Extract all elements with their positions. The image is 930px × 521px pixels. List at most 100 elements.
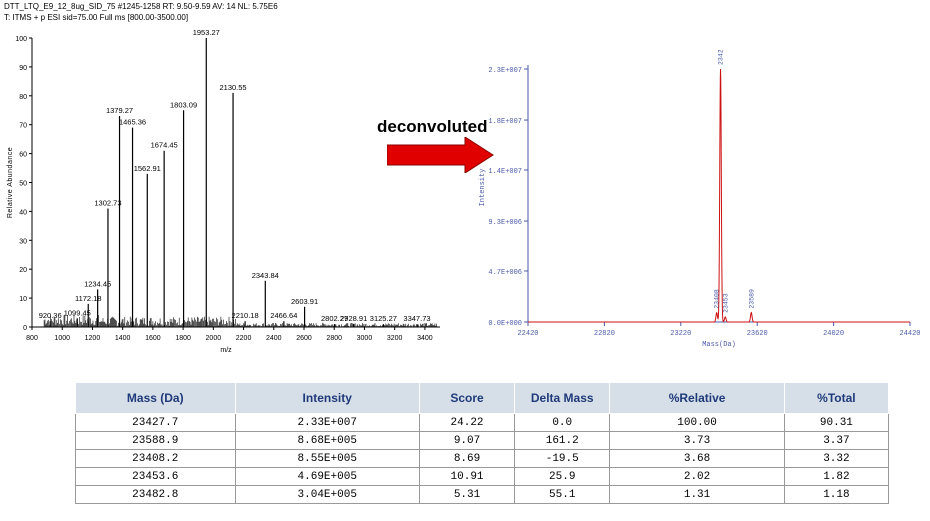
x-tick-label: 22820 bbox=[594, 330, 615, 338]
table-row: 23427.7 2.33E+007 24.22 0.0 100.00 90.31 bbox=[75, 413, 890, 432]
y-tick-label: 80 bbox=[19, 94, 27, 101]
x-tick-label: 2600 bbox=[296, 335, 312, 342]
x-tick-label: 3400 bbox=[417, 335, 433, 342]
peak-label: 1562.91 bbox=[134, 164, 161, 173]
x-tick-label: 1200 bbox=[85, 335, 101, 342]
table-cell: 55.1 bbox=[514, 485, 611, 504]
x-tick-label: 1800 bbox=[175, 335, 191, 342]
column-header: Score bbox=[418, 382, 516, 414]
x-tick-label: 24020 bbox=[823, 330, 844, 338]
y-tick-label: 70 bbox=[19, 123, 27, 130]
table-cell: 24.22 bbox=[418, 413, 516, 432]
peak-label: 2603.91 bbox=[291, 297, 318, 306]
y-tick-label: 9.3E+006 bbox=[488, 219, 522, 227]
x-tick-label: 2400 bbox=[266, 335, 282, 342]
x-tick-label: 800 bbox=[26, 335, 38, 342]
x-tick-label: 23620 bbox=[747, 330, 768, 338]
x-axis-label: Mass(Da) bbox=[702, 341, 736, 349]
table-cell: 23482.8 bbox=[75, 485, 236, 504]
y-tick-label: 40 bbox=[19, 209, 27, 216]
peak-label: 1302.73 bbox=[94, 199, 121, 208]
table-row: 23453.6 4.69E+005 10.91 25.9 2.02 1.82 bbox=[75, 467, 890, 486]
y-tick-label: 50 bbox=[19, 181, 27, 188]
peak-label: 2343.84 bbox=[252, 271, 279, 280]
table-cell: 23408.2 bbox=[75, 449, 236, 468]
peak-label: 1674.45 bbox=[151, 141, 178, 150]
peak-label: 2928.91 bbox=[340, 314, 367, 323]
deconvoluted-trace bbox=[528, 68, 910, 323]
y-tick-label: 60 bbox=[19, 152, 27, 159]
peak-label: 1234.45 bbox=[84, 279, 111, 288]
peak-label: 23589 bbox=[748, 289, 755, 309]
x-tick-label: 2200 bbox=[236, 335, 252, 342]
peak-label: 1803.09 bbox=[170, 100, 197, 109]
noise-trace bbox=[43, 314, 437, 327]
x-tick-label: 2800 bbox=[326, 335, 342, 342]
x-tick-label: 24420 bbox=[899, 330, 920, 338]
peak-label: 23428 bbox=[718, 50, 725, 65]
table-cell: 1.18 bbox=[783, 485, 890, 504]
table-cell: 23588.9 bbox=[75, 431, 236, 450]
column-header: Intensity bbox=[234, 382, 420, 414]
y-tick-label: 4.7E+006 bbox=[488, 269, 522, 277]
ms-spectrum-chart: 0 10 20 30 40 50 60 70 80 90 100 800 1000 1200 1400 160… bbox=[7, 28, 440, 354]
table-row: 23588.9 8.68E+005 9.07 161.2 3.73 3.37 bbox=[75, 431, 890, 450]
table-cell: 161.2 bbox=[514, 431, 611, 450]
table-cell: 25.9 bbox=[514, 467, 611, 486]
x-tick-label: 23220 bbox=[670, 330, 691, 338]
y-tick-label: 30 bbox=[19, 238, 27, 245]
table-cell: 8.55E+005 bbox=[234, 449, 420, 468]
y-axis-label: Intensity bbox=[479, 169, 487, 207]
column-header: %Total bbox=[783, 382, 890, 414]
table-cell: -19.5 bbox=[514, 449, 611, 468]
peak-label: 3125.27 bbox=[370, 314, 397, 323]
x-axis-label: m/z bbox=[220, 347, 232, 354]
table-cell: 3.32 bbox=[783, 449, 890, 468]
deconvoluted-label: deconvoluted bbox=[377, 117, 488, 136]
y-tick-label: 90 bbox=[19, 65, 27, 72]
y-tick-label: 1.8E+007 bbox=[488, 118, 522, 126]
peak-label: 23453 bbox=[722, 293, 729, 313]
table-cell: 1.31 bbox=[609, 485, 785, 504]
peak-label: 23408 bbox=[714, 289, 721, 309]
y-tick-label: 0 bbox=[23, 325, 27, 332]
y-tick-label: 0.0E+000 bbox=[488, 320, 522, 328]
peak-label: 2802.27 bbox=[321, 314, 348, 323]
results-table: Mass (Da) Intensity Score Delta Mass %Re… bbox=[75, 382, 890, 504]
table-row: 23408.2 8.55E+005 8.69 -19.5 3.68 3.32 bbox=[75, 449, 890, 468]
peak-label: 1379.27 bbox=[106, 106, 133, 115]
peak-label: 1099.45 bbox=[64, 308, 91, 317]
table-cell: 3.73 bbox=[609, 431, 785, 450]
table-row: 23482.8 3.04E+005 5.31 55.1 1.31 1.18 bbox=[75, 485, 890, 504]
table-cell: 5.31 bbox=[418, 485, 516, 504]
peak-label: 2210.18 bbox=[232, 311, 259, 320]
table-cell: 2.02 bbox=[609, 467, 785, 486]
y-tick-label: 1.4E+007 bbox=[488, 168, 522, 176]
arrow-icon bbox=[387, 137, 494, 173]
x-tick-label: 2000 bbox=[206, 335, 222, 342]
column-header: Mass (Da) bbox=[75, 382, 236, 414]
table-cell: 4.69E+005 bbox=[234, 467, 420, 486]
table-cell: 8.69 bbox=[418, 449, 516, 468]
peak-label: 2466.64 bbox=[270, 311, 297, 320]
x-tick-label: 22420 bbox=[517, 330, 538, 338]
column-header: Delta Mass bbox=[514, 382, 611, 414]
table-cell: 23427.7 bbox=[75, 413, 236, 432]
peak-label: 1172.18 bbox=[75, 294, 102, 303]
x-tick-label: 1400 bbox=[115, 335, 131, 342]
spectrum-header-line2: T: ITMS + p ESI sid=75.00 Full ms [800.0… bbox=[4, 13, 189, 22]
table-cell: 9.07 bbox=[418, 431, 516, 450]
table-cell: 0.0 bbox=[514, 413, 611, 432]
column-header: %Relative bbox=[609, 382, 785, 414]
table-cell: 2.33E+007 bbox=[234, 413, 420, 432]
table-header-row: Mass (Da) Intensity Score Delta Mass %Re… bbox=[75, 382, 890, 414]
peak-label: 920.36 bbox=[39, 311, 62, 320]
y-tick-label: 10 bbox=[19, 296, 27, 303]
table-cell: 3.37 bbox=[783, 431, 890, 450]
table-cell: 1.82 bbox=[783, 467, 890, 486]
deconvoluted-chart: 0.0E+000 4.7E+006 9.3E+006 1.4E+007 1.8E+007… bbox=[479, 50, 921, 349]
table-cell: 3.04E+005 bbox=[234, 485, 420, 504]
x-tick-label: 3000 bbox=[357, 335, 373, 342]
table-cell: 100.00 bbox=[609, 413, 785, 432]
table-cell: 23453.6 bbox=[75, 467, 236, 486]
